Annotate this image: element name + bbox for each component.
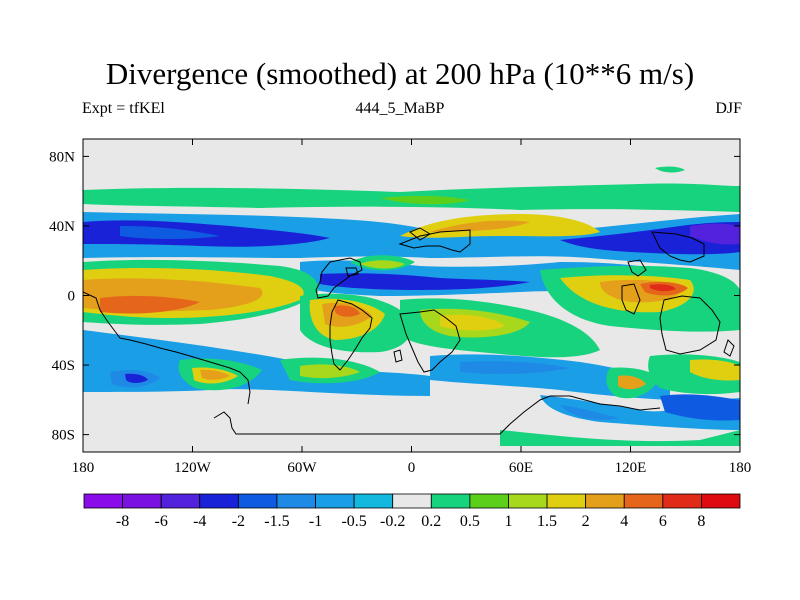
experiment-label: Expt = tfKEl	[82, 100, 165, 117]
colorbar-label: -1.5	[264, 513, 289, 530]
coastlines	[83, 227, 735, 435]
lat-tick-label: 40S	[52, 358, 75, 374]
field-n-darkblue-pacific	[120, 226, 220, 239]
colorbar-label: 4	[620, 513, 628, 530]
colorbar-label: 0.2	[421, 513, 441, 530]
colorbar-swatch	[122, 493, 162, 509]
field-s-darkblue-io	[460, 361, 570, 375]
field-s-high-darkblue	[560, 405, 620, 420]
colorbar-label: 0.5	[460, 513, 480, 530]
colorbar-label: -0.2	[380, 513, 405, 530]
lon-tick-label: 0	[408, 460, 416, 476]
colorbar-label: 1.5	[537, 513, 557, 530]
colorbar-swatch	[430, 493, 471, 509]
plot-title: Divergence (smoothed) at 200 hPa (10**6 …	[105, 56, 695, 91]
colorbar-label: 2	[582, 513, 590, 530]
coast-maritime	[621, 259, 647, 315]
colorbar-swatch	[701, 493, 741, 509]
colorbar-label: 8	[697, 513, 705, 530]
coast-madagascar	[393, 349, 403, 363]
field-n-orange-atlantic	[430, 220, 530, 232]
season-label: DJF	[715, 100, 742, 117]
coast-australia	[659, 295, 721, 355]
field-n-blue-band	[83, 212, 740, 270]
colorbar-swatch	[83, 493, 123, 509]
field-s-yellow-mid	[300, 364, 360, 379]
colorbar-swatch	[662, 493, 702, 509]
colorbar-label: 1	[504, 513, 512, 530]
field-eq-darkblue	[320, 273, 530, 290]
colorbar-label: -0.5	[341, 513, 366, 530]
lon-tick-label: 180	[729, 460, 752, 476]
colorbar-swatch	[508, 493, 548, 509]
field-s-high-green	[500, 430, 740, 446]
field-s-yellow-au	[690, 359, 740, 381]
field-n-green-pacific	[655, 166, 685, 173]
colorbar-swatch	[276, 493, 316, 509]
contour-fields	[83, 166, 740, 446]
coast-eurasia	[398, 229, 471, 253]
coast-africa	[399, 309, 461, 373]
coast-nz	[723, 339, 735, 357]
lat-tick-label: 0	[68, 289, 76, 305]
lat-tick-label: 80N	[49, 149, 75, 165]
colorbar-swatch	[353, 493, 394, 509]
field-sa-red	[335, 305, 360, 317]
coast-north-america	[315, 257, 363, 299]
lat-tick-label: 40N	[49, 219, 75, 235]
field-s-yellow-sa	[618, 375, 646, 390]
colorbar-label: 6	[659, 513, 667, 530]
field-s-blue-left2	[125, 373, 148, 383]
field-eq-yellow-cloud	[360, 260, 405, 269]
longitude-axis: 180 120W 60W 0 60E 120E 180	[72, 139, 752, 476]
coast-east-asia	[651, 231, 705, 263]
colorbar-swatch	[237, 493, 278, 509]
colorbar-swatch	[160, 493, 201, 509]
colorbar-label: -1	[309, 513, 322, 530]
field-n-green-patch	[380, 195, 470, 205]
colorbar-swatch	[199, 493, 239, 509]
lon-tick-label: 180	[72, 460, 95, 476]
field-n-purple-asia	[690, 223, 740, 245]
lon-tick-label: 60W	[287, 460, 317, 476]
colorbar-label: -2	[232, 513, 245, 530]
colorbar-swatch	[623, 493, 664, 509]
coast-greenland	[409, 227, 431, 241]
coast-pacific-edge	[83, 291, 251, 405]
colorbar-swatch	[392, 493, 432, 509]
lon-tick-label: 60E	[509, 460, 533, 476]
field-s-orange-blob	[200, 369, 230, 380]
field-wp-red2	[650, 284, 676, 292]
coast-antarctica	[213, 395, 661, 435]
colorbar-swatch	[585, 493, 625, 509]
lon-tick-label: 120W	[174, 460, 212, 476]
coast-south-america	[329, 299, 373, 371]
colorbar-label: -4	[193, 513, 206, 530]
colorbar-swatch	[469, 493, 509, 509]
colorbar-swatch	[315, 493, 355, 509]
coast-caribbean	[345, 267, 359, 277]
colorbar-label: -8	[116, 513, 129, 530]
field-s-high-blue	[540, 395, 740, 430]
colorbar-label: -6	[155, 513, 168, 530]
lon-tick-label: 120E	[615, 460, 647, 476]
latitude-axis: 80N 40N 0 40S 80S	[49, 149, 740, 444]
field-trop-red	[100, 295, 200, 314]
case-label: 444_5_MaBP	[355, 100, 445, 117]
field-s-blue-far	[660, 394, 740, 421]
lat-tick-label: 80S	[52, 428, 75, 444]
colorbar-swatch	[546, 493, 587, 509]
colorbar: -8 -6 -4 -2 -1.5 -1 -0.5 -0.2 0.2 0.5 1 1.5 2 4 6 8	[83, 493, 741, 530]
